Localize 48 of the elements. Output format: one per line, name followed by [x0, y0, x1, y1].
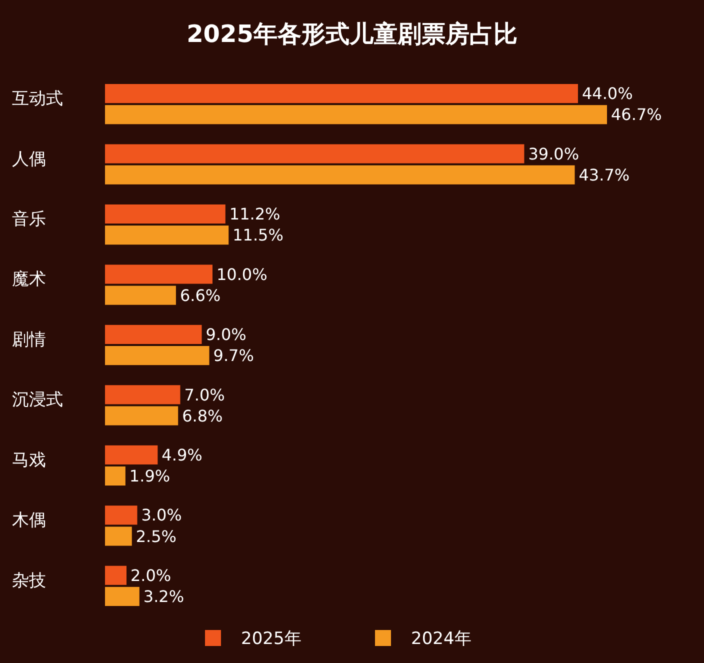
bar	[105, 324, 202, 344]
data-label: 2.5%	[136, 526, 177, 546]
data-label: 9.7%	[213, 346, 254, 366]
data-label: 9.0%	[206, 325, 246, 344]
y-tick-label: 人偶	[12, 149, 46, 170]
y-tick-label: 剧情	[12, 330, 46, 350]
bar	[105, 586, 140, 606]
bar	[105, 286, 176, 305]
y-tick-label: 音乐	[12, 209, 46, 230]
bar	[105, 165, 575, 184]
data-label: 1.9%	[129, 466, 170, 486]
bar	[105, 506, 138, 525]
bar	[105, 144, 524, 164]
data-label: 6.8%	[182, 406, 223, 426]
data-label: 7.0%	[184, 385, 225, 404]
bar	[105, 566, 126, 585]
bar	[105, 204, 226, 224]
data-label: 3.0%	[141, 506, 182, 525]
data-label: 6.6%	[180, 286, 221, 305]
y-tick-label: 魔术	[12, 270, 46, 290]
chart-title: 2025年各形式儿童剧票房占比	[186, 20, 518, 48]
data-label: 4.9%	[162, 446, 202, 465]
data-label: 10.0%	[216, 264, 268, 284]
y-tick-label: 互动式	[12, 89, 63, 110]
bar	[105, 226, 229, 245]
data-label: 11.2%	[229, 204, 280, 224]
bar	[105, 385, 180, 404]
y-tick-label: 杂技	[12, 570, 46, 591]
data-label: 39.0%	[528, 144, 580, 164]
legend-label: 2025年	[241, 628, 302, 649]
data-label: 2.0%	[130, 566, 172, 585]
bar	[105, 526, 132, 546]
data-label: 44.0%	[582, 84, 633, 104]
data-label: 46.7%	[611, 105, 662, 124]
data-label: 3.2%	[143, 587, 184, 606]
legend-label: 2024年	[411, 628, 472, 649]
bar	[105, 105, 607, 124]
bar	[105, 84, 578, 104]
bar	[105, 406, 178, 426]
y-tick-label: 木偶	[12, 510, 46, 531]
bar	[105, 466, 126, 486]
y-tick-label: 马戏	[12, 450, 46, 470]
bar	[105, 445, 158, 464]
y-tick-label: 沉浸式	[12, 390, 63, 410]
data-label: 11.5%	[232, 226, 284, 245]
data-label: 43.7%	[578, 165, 630, 184]
bar	[105, 346, 210, 366]
bar	[105, 264, 212, 284]
